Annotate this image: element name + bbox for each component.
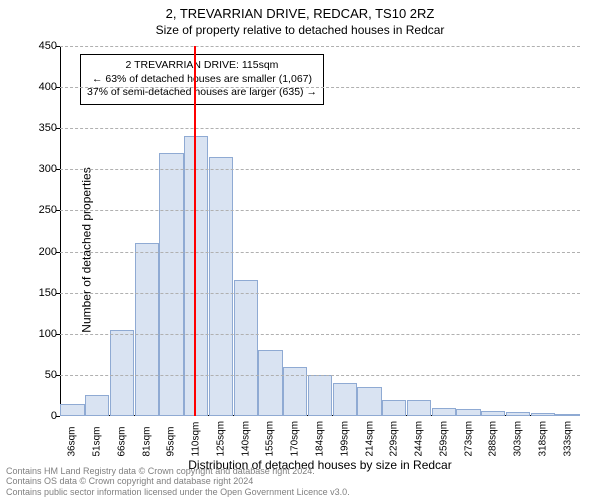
histogram-bar [432, 408, 456, 416]
ytick-label: 400 [25, 81, 57, 93]
reference-marker [194, 46, 196, 416]
gridline [60, 46, 580, 47]
histogram-bar [506, 412, 530, 416]
xtick-label: 36sqm [67, 421, 78, 457]
xtick-label: 214sqm [364, 421, 375, 457]
footer-attribution: Contains HM Land Registry data © Crown c… [6, 466, 350, 498]
histogram-bar [308, 375, 332, 416]
ytick-label: 100 [25, 328, 57, 340]
xtick-label: 170sqm [290, 421, 301, 457]
xtick-label: 66sqm [116, 421, 127, 457]
xtick-label: 273sqm [463, 421, 474, 457]
xtick-label: 140sqm [240, 421, 251, 457]
gridline [60, 293, 580, 294]
gridline [60, 375, 580, 376]
xtick-label: 303sqm [513, 421, 524, 457]
histogram-bar [60, 404, 84, 416]
annotation-line: 2 TREVARRIAN DRIVE: 115sqm [87, 59, 317, 73]
gridline [60, 334, 580, 335]
histogram-bar [382, 400, 406, 416]
histogram-bar [159, 153, 183, 416]
xtick-label: 110sqm [191, 421, 202, 457]
annotation-box: 2 TREVARRIAN DRIVE: 115sqm ← 63% of deta… [80, 54, 324, 105]
gridline [60, 210, 580, 211]
page-title: 2, TREVARRIAN DRIVE, REDCAR, TS10 2RZ [0, 0, 600, 21]
footer-line: Contains HM Land Registry data © Crown c… [6, 466, 350, 477]
xtick-label: 51sqm [92, 421, 103, 457]
ytick-label: 450 [25, 40, 57, 52]
ytick-label: 0 [25, 410, 57, 422]
xtick-label: 81sqm [141, 421, 152, 457]
gridline [60, 169, 580, 170]
histogram-bar [407, 400, 431, 416]
histogram-bar [135, 243, 159, 416]
xtick-label: 199sqm [339, 421, 350, 457]
plot-area: 2 TREVARRIAN DRIVE: 115sqm ← 63% of deta… [60, 46, 580, 416]
xtick-label: 125sqm [215, 421, 226, 457]
gridline [60, 252, 580, 253]
histogram-bar [333, 383, 357, 416]
histogram-bar [209, 157, 233, 416]
ytick-label: 250 [25, 204, 57, 216]
annotation-line: ← 63% of detached houses are smaller (1,… [87, 73, 317, 87]
histogram-bar [456, 409, 480, 416]
xtick-label: 288sqm [488, 421, 499, 457]
footer-line: Contains public sector information licen… [6, 487, 350, 498]
xtick-label: 259sqm [438, 421, 449, 457]
histogram-bar [481, 411, 505, 416]
ytick-label: 300 [25, 163, 57, 175]
histogram-bar [258, 350, 282, 416]
histogram-bar [531, 413, 555, 416]
chart-subtitle: Size of property relative to detached ho… [0, 21, 600, 37]
xtick-label: 318sqm [537, 421, 548, 457]
histogram-bar [555, 414, 579, 416]
xtick-label: 95sqm [166, 421, 177, 457]
ytick-label: 350 [25, 122, 57, 134]
ytick-label: 50 [25, 369, 57, 381]
histogram-bar [85, 395, 109, 416]
ytick-label: 200 [25, 246, 57, 258]
footer-line: Contains OS data © Crown copyright and d… [6, 476, 350, 487]
ytick-label: 150 [25, 287, 57, 299]
xtick-label: 184sqm [315, 421, 326, 457]
histogram-bar [234, 280, 258, 416]
chart-container: 2, TREVARRIAN DRIVE, REDCAR, TS10 2RZ Si… [0, 0, 600, 500]
gridline [60, 87, 580, 88]
histogram-bar [110, 330, 134, 416]
xtick-label: 155sqm [265, 421, 276, 457]
annotation-line: 37% of semi-detached houses are larger (… [87, 86, 317, 100]
histogram-bar [357, 387, 381, 416]
gridline [60, 128, 580, 129]
xtick-label: 229sqm [389, 421, 400, 457]
xtick-label: 333sqm [562, 421, 573, 457]
xtick-label: 244sqm [414, 421, 425, 457]
